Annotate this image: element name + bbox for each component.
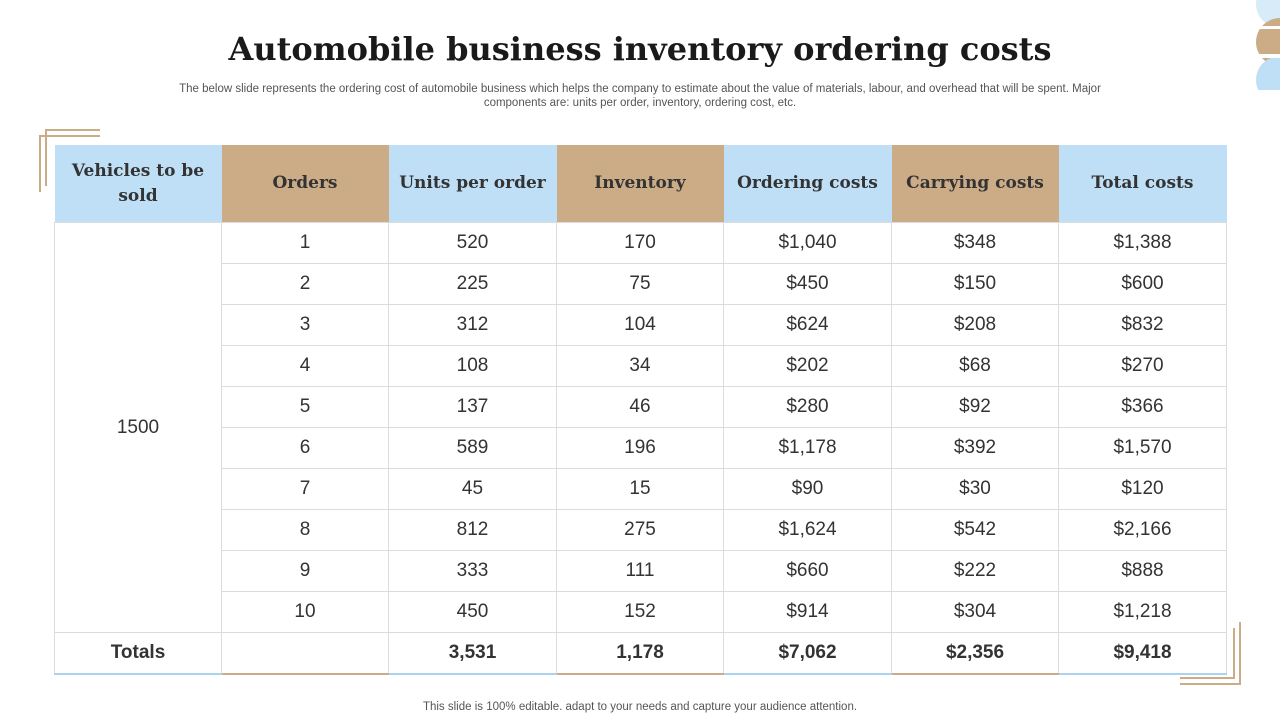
orders-cell: 2 (221, 263, 389, 305)
orders-cell: 10 (221, 591, 389, 633)
totals-units-cell: 3,531 (388, 632, 557, 675)
inventory-cell: 15 (556, 468, 724, 510)
units-cell: 812 (388, 509, 557, 551)
inventory-cell: 152 (556, 591, 724, 633)
carrying-cost-cell: $92 (891, 386, 1059, 428)
carrying-cost-cell: $392 (891, 427, 1059, 469)
inventory-cell: 196 (556, 427, 724, 469)
orders-cell: 6 (221, 427, 389, 469)
ordering-cost-cell: $280 (723, 386, 892, 428)
totals-ordering-cost-cell: $7,062 (723, 632, 892, 675)
totals-total-cost-cell: $9,418 (1058, 632, 1227, 675)
orders-cell: 8 (221, 509, 389, 551)
ordering-cost-cell: $1,040 (723, 222, 892, 264)
table-row: 10 450 152 $914 $304 $1,218 (55, 591, 1227, 633)
header-ordering-costs: Ordering costs (723, 145, 892, 223)
ordering-cost-cell: $1,624 (723, 509, 892, 551)
total-cost-cell: $1,218 (1058, 591, 1227, 633)
units-cell: 589 (388, 427, 557, 469)
units-cell: 520 (388, 222, 557, 264)
orders-cell: 3 (221, 304, 389, 346)
page-title: Automobile business inventory ordering c… (228, 30, 1052, 68)
total-cost-cell: $366 (1058, 386, 1227, 428)
totals-row: Totals 3,531 1,178 $7,062 $2,356 $9,418 (54, 632, 1227, 675)
carrying-cost-cell: $348 (891, 222, 1059, 264)
page-subtitle: The below slide represents the ordering … (179, 83, 1101, 109)
inventory-cell: 170 (556, 222, 724, 264)
inventory-cell: 104 (556, 304, 724, 346)
header-orders: Orders (221, 145, 389, 223)
table-row: 5 137 46 $280 $92 $366 (55, 386, 1227, 428)
inventory-cost-table: Vehicles to be sold Orders Units per ord… (54, 145, 1227, 675)
table-row: 4 108 34 $202 $68 $270 (55, 345, 1227, 387)
units-cell: 312 (388, 304, 557, 346)
units-cell: 45 (388, 468, 557, 510)
ordering-cost-cell: $202 (723, 345, 892, 387)
header-units-per-order: Units per order (388, 145, 557, 223)
units-cell: 225 (388, 263, 557, 305)
total-cost-cell: $1,388 (1058, 222, 1227, 264)
inventory-cell: 111 (556, 550, 724, 592)
ordering-cost-cell: $914 (723, 591, 892, 633)
vehicles-cell: 1500 (54, 222, 222, 633)
header-carrying-costs: Carrying costs (891, 145, 1059, 223)
inventory-cell: 34 (556, 345, 724, 387)
totals-orders-cell (221, 632, 389, 675)
table-header-row: Vehicles to be sold Orders Units per ord… (54, 145, 1227, 223)
carrying-cost-cell: $150 (891, 263, 1059, 305)
orders-cell: 4 (221, 345, 389, 387)
table-row: 1500 1 520 170 $1,040 $348 $1,388 (54, 222, 1227, 633)
inventory-cell: 46 (556, 386, 724, 428)
total-cost-cell: $1,570 (1058, 427, 1227, 469)
table-row: 9 333 111 $660 $222 $888 (55, 550, 1227, 592)
total-cost-cell: $270 (1058, 345, 1227, 387)
corner-circles-decoration (1250, 0, 1280, 90)
table-row: 6 589 196 $1,178 $392 $1,570 (55, 427, 1227, 469)
total-cost-cell: $832 (1058, 304, 1227, 346)
orders-cell: 9 (221, 550, 389, 592)
units-cell: 137 (388, 386, 557, 428)
ordering-cost-cell: $90 (723, 468, 892, 510)
carrying-cost-cell: $30 (891, 468, 1059, 510)
inventory-cell: 75 (556, 263, 724, 305)
units-cell: 450 (388, 591, 557, 633)
ordering-cost-cell: $1,178 (723, 427, 892, 469)
table-row: 7 45 15 $90 $30 $120 (55, 468, 1227, 510)
carrying-cost-cell: $222 (891, 550, 1059, 592)
header-total-costs: Total costs (1058, 145, 1227, 223)
orders-cell: 5 (221, 386, 389, 428)
units-cell: 108 (388, 345, 557, 387)
bottom-right-bracket-decoration (1180, 622, 1241, 685)
orders-cell: 7 (221, 468, 389, 510)
table-row: 3 312 104 $624 $208 $832 (55, 304, 1227, 346)
total-cost-cell: $600 (1058, 263, 1227, 305)
footer-note: This slide is 100% editable. adapt to yo… (422, 701, 858, 713)
table-row: 2 225 75 $450 $150 $600 (55, 263, 1227, 305)
ordering-cost-cell: $624 (723, 304, 892, 346)
ordering-cost-cell: $660 (723, 550, 892, 592)
totals-inventory-cell: 1,178 (556, 632, 724, 675)
total-cost-cell: $2,166 (1058, 509, 1227, 551)
carrying-cost-cell: $68 (891, 345, 1059, 387)
top-left-bracket-decoration (39, 129, 100, 192)
header-inventory: Inventory (556, 145, 724, 223)
total-cost-cell: $120 (1058, 468, 1227, 510)
totals-carrying-cost-cell: $2,356 (891, 632, 1059, 675)
ordering-cost-cell: $450 (723, 263, 892, 305)
totals-label: Totals (54, 632, 222, 675)
total-cost-cell: $888 (1058, 550, 1227, 592)
table-row: 8 812 275 $1,624 $542 $2,166 (55, 509, 1227, 551)
carrying-cost-cell: $542 (891, 509, 1059, 551)
carrying-cost-cell: $304 (891, 591, 1059, 633)
carrying-cost-cell: $208 (891, 304, 1059, 346)
units-cell: 333 (388, 550, 557, 592)
header-vehicles: Vehicles to be sold (54, 145, 222, 223)
inventory-cell: 275 (556, 509, 724, 551)
orders-cell: 1 (221, 222, 389, 264)
